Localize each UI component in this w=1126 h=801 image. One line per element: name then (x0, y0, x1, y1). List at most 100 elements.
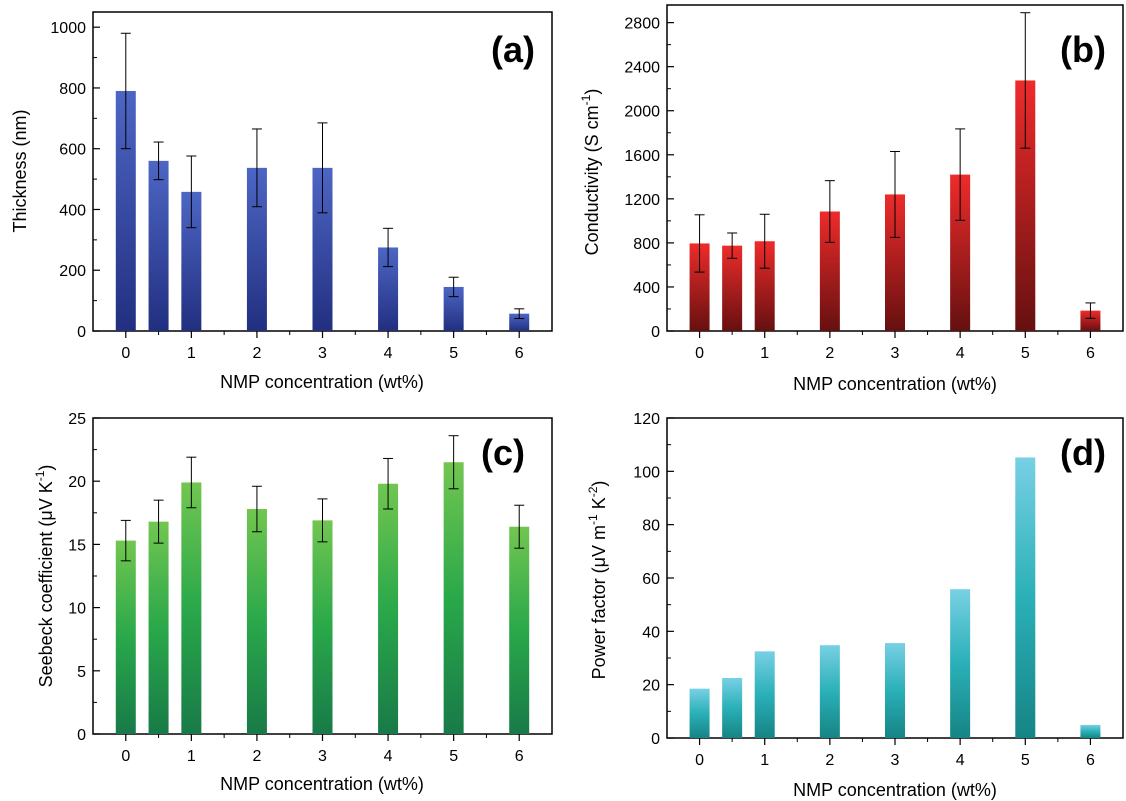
x-tick-label: 0 (695, 345, 704, 362)
bar (115, 90, 136, 331)
bar (378, 483, 399, 734)
y-tick-label: 800 (633, 236, 660, 253)
bar (509, 313, 530, 331)
bar (722, 678, 743, 738)
x-axis-label-c: NMP concentration (wt%) (220, 774, 424, 794)
x-axis-label-b: NMP concentration (wt%) (793, 374, 997, 394)
y-tick-label: 600 (59, 142, 86, 159)
x-tick-label: 2 (252, 748, 261, 765)
x-tick-label: 2 (825, 752, 834, 769)
panel-a: 0 200 400 600 800 1000 0 1 2 3 4 5 6 (a) NMP concent… (10, 11, 553, 392)
y-tick-label: 2800 (624, 16, 660, 33)
x-tick-label: 4 (384, 748, 393, 765)
bar (148, 521, 169, 734)
bar (819, 645, 840, 738)
bar (1015, 80, 1036, 331)
y-tick-label: 20 (642, 678, 660, 695)
x-tick-label: 1 (760, 345, 769, 362)
y-tick-label: 15 (68, 537, 86, 554)
bar (1080, 310, 1101, 331)
ticks-d: 0 20 40 60 80 100 120 0 1 2 3 4 5 6 (633, 411, 1095, 769)
y-tick-label: 100 (633, 464, 660, 481)
bar (689, 688, 710, 738)
y-tick-label: 25 (68, 411, 86, 428)
bar (885, 643, 905, 738)
ticks-c: 0 5 10 15 20 25 0 1 2 3 4 5 6 (68, 411, 524, 765)
bars-a (115, 32, 530, 331)
y-tick-label: 2400 (624, 60, 660, 77)
bars-c (115, 435, 530, 734)
ticks-a: 0 200 400 600 800 1000 0 1 2 3 4 5 6 (50, 20, 523, 362)
bar (443, 286, 464, 331)
x-tick-label: 6 (515, 345, 524, 362)
bar (181, 482, 202, 734)
ticks-b: 0 400 800 1200 1600 2000 2400 2800 0 1 2 3 4 5 6 (624, 16, 1095, 362)
x-tick-label: 4 (384, 345, 393, 362)
y-tick-label: 40 (642, 624, 660, 641)
bar (246, 509, 267, 734)
bar (950, 174, 971, 331)
bar (246, 167, 267, 331)
y-tick-label: 0 (77, 324, 86, 341)
x-tick-label: 1 (187, 748, 196, 765)
x-tick-label: 6 (515, 748, 524, 765)
panel-b: 0 400 800 1200 1600 2000 2400 2800 0 1 2 3 4 5 6 (b) N… (579, 4, 1124, 394)
x-tick-label: 5 (1021, 345, 1030, 362)
y-axis-label-a: Thickness (nm) (10, 109, 30, 232)
x-tick-label: 3 (891, 345, 900, 362)
bars-d (689, 457, 1101, 738)
y-tick-label: 400 (59, 202, 86, 219)
x-tick-label: 0 (121, 345, 130, 362)
x-axis-label-d: NMP concentration (wt%) (793, 780, 997, 800)
y-tick-label: 0 (651, 731, 660, 748)
y-tick-label: 120 (633, 411, 660, 428)
panel-label-b: (b) (1060, 29, 1106, 70)
panel-c: 0 5 10 15 20 25 0 1 2 3 4 5 6 (c) NMP concentration … (33, 411, 553, 794)
x-tick-label: 6 (1086, 345, 1095, 362)
x-tick-label: 3 (318, 345, 327, 362)
bar (509, 526, 530, 734)
panel-label-c: (c) (481, 432, 525, 473)
bar (885, 194, 905, 331)
bar (722, 245, 743, 331)
y-tick-label: 1600 (624, 148, 660, 165)
bar (950, 589, 971, 738)
y-axis-label-c: Seebeck coefficient (μV K-1) (33, 465, 56, 688)
bar (148, 160, 169, 331)
x-tick-label: 5 (1021, 752, 1030, 769)
bar (312, 520, 333, 734)
bar (1015, 457, 1036, 738)
x-tick-label: 0 (695, 752, 704, 769)
y-tick-label: 10 (68, 601, 86, 618)
bar (443, 462, 464, 734)
y-tick-label: 20 (68, 474, 86, 491)
bar (1080, 724, 1101, 738)
y-tick-label: 60 (642, 571, 660, 588)
y-tick-label: 0 (77, 727, 86, 744)
y-tick-label: 0 (651, 324, 660, 341)
bar (312, 167, 333, 331)
bars-b (689, 12, 1101, 331)
bar (754, 651, 775, 738)
x-tick-label: 3 (891, 752, 900, 769)
bar (115, 540, 136, 734)
y-tick-label: 1000 (50, 20, 86, 37)
bar (181, 191, 202, 331)
y-tick-label: 800 (59, 81, 86, 98)
bar (378, 247, 399, 331)
x-axis-label-a: NMP concentration (wt%) (220, 372, 424, 392)
y-axis-label-b: Conductivity (S cm-1) (579, 89, 602, 256)
y-tick-label: 1200 (624, 192, 660, 209)
x-tick-label: 0 (121, 748, 130, 765)
y-tick-label: 5 (77, 664, 86, 681)
y-tick-label: 2000 (624, 104, 660, 121)
y-axis-label-d: Power factor (μV m-1 K-2) (586, 481, 609, 680)
panel-label-a: (a) (491, 29, 535, 70)
x-tick-label: 3 (318, 748, 327, 765)
x-tick-label: 2 (825, 345, 834, 362)
panel-label-d: (d) (1060, 432, 1106, 473)
y-tick-label: 80 (642, 518, 660, 535)
x-tick-label: 4 (956, 752, 965, 769)
x-tick-label: 1 (760, 752, 769, 769)
x-tick-label: 6 (1086, 752, 1095, 769)
